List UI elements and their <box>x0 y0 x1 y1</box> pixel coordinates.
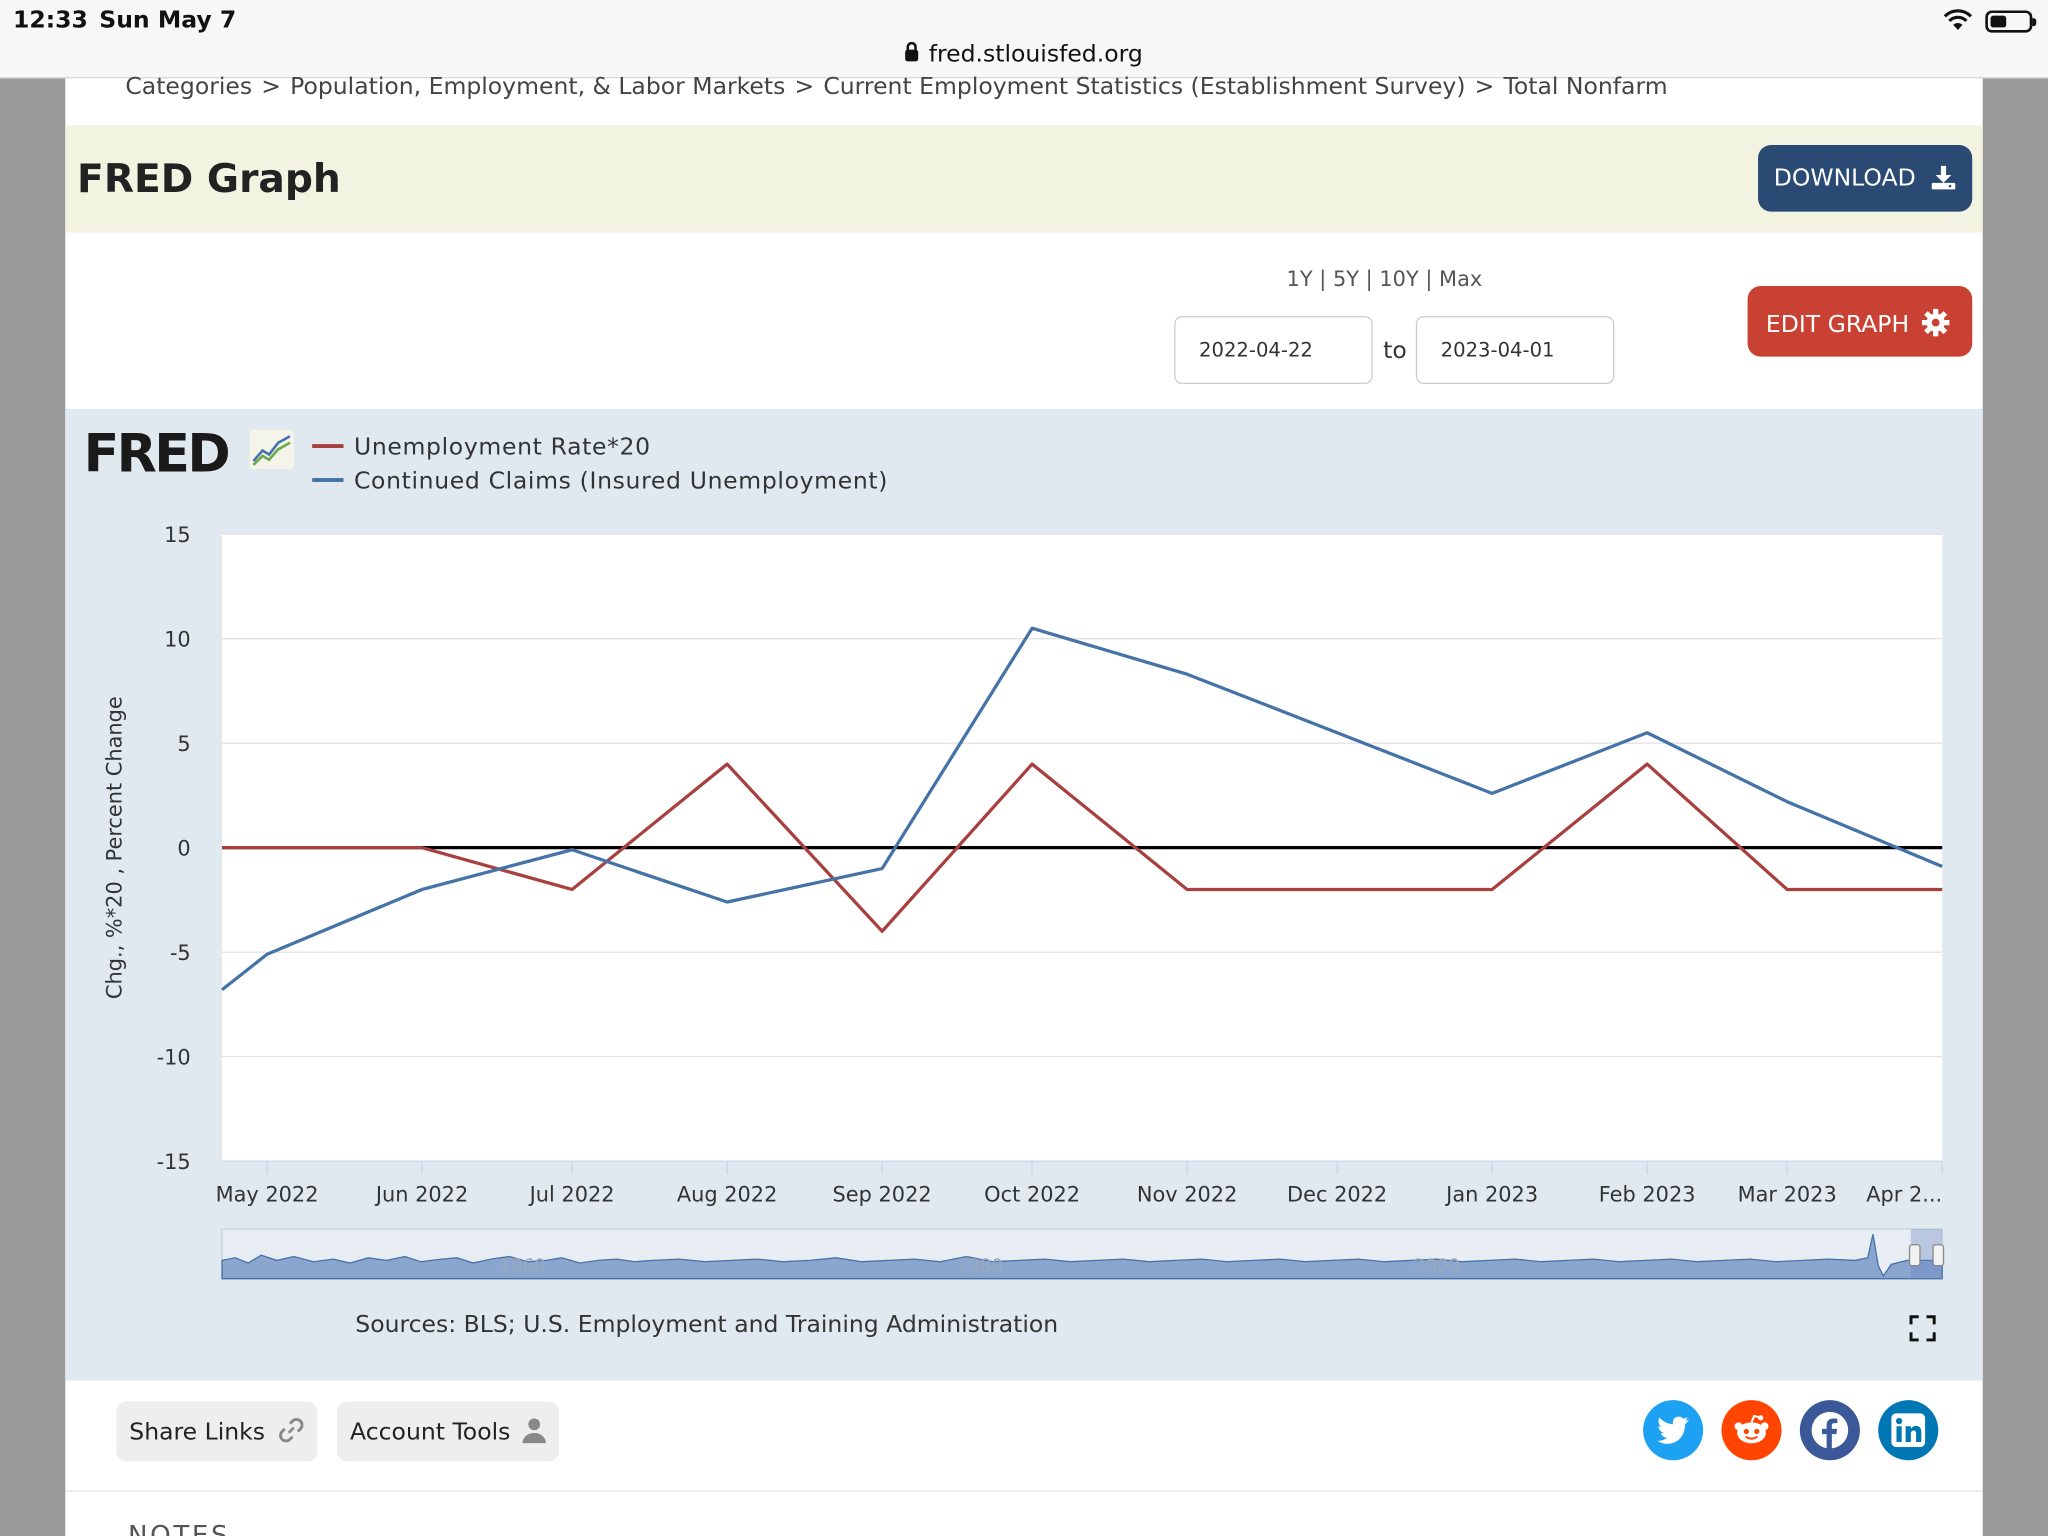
account-tools-button[interactable]: Account Tools <box>336 1401 560 1462</box>
x-tick-label: Nov 2022 <box>1137 1183 1238 1207</box>
range-10y[interactable]: 10Y <box>1379 266 1419 292</box>
line-chart: 15 10 5 0 -5 -10 -15 May 2022 Jun 2022 Jul 2022 A… <box>102 523 1945 1280</box>
range-5y[interactable]: 5Y <box>1332 266 1359 292</box>
start-date-input[interactable] <box>1174 316 1373 384</box>
fred-logo: FRED <box>83 424 231 485</box>
edit-graph-label: EDIT GRAPH <box>1765 310 1910 339</box>
download-label: DOWNLOAD <box>1773 164 1916 192</box>
breadcrumb-population[interactable]: Population, Employment, & Labor Markets <box>290 73 786 101</box>
legend-swatch-blue <box>312 478 344 482</box>
range-max[interactable]: Max <box>1439 266 1483 292</box>
y-axis-label: Chg., %*20 , Percent Change <box>102 696 126 999</box>
breadcrumb: Categories > Population, Employment, & Lab… <box>125 73 1676 100</box>
series-line-continued-claims[interactable] <box>221 626 1943 992</box>
series-line-unemployment-rate[interactable] <box>222 762 1943 933</box>
y-tick-label: 10 <box>164 628 191 652</box>
title-band <box>65 125 1983 233</box>
navigator-year-label: 1960 <box>499 1256 546 1277</box>
status-date: Sun May 7 <box>99 6 237 34</box>
range-separator: | <box>1365 266 1373 292</box>
edit-graph-button[interactable]: EDIT GRAPH <box>1747 286 1973 357</box>
range-navigator[interactable]: 1960 1980 2000 <box>221 1228 1945 1280</box>
share-links-button[interactable]: Share Links <box>116 1401 318 1462</box>
to-label: to <box>1383 336 1407 365</box>
address-bar[interactable]: fred.stlouisfed.org <box>0 40 2048 68</box>
page-title: FRED Graph <box>77 156 341 203</box>
y-tick-label: 0 <box>177 837 190 861</box>
reddit-share-button[interactable] <box>1721 1400 1782 1461</box>
x-tick-label: Jun 2022 <box>374 1183 468 1207</box>
x-tick-label: May 2022 <box>216 1183 319 1207</box>
section-divider <box>65 1490 1983 1492</box>
fullscreen-icon[interactable] <box>1909 1315 1936 1342</box>
breadcrumb-total-nonfarm[interactable]: Total Nonfarm <box>1503 73 1668 101</box>
range-selector: 1Y | 5Y | 10Y | Max <box>1287 266 1483 291</box>
x-tick-label: Apr 2... <box>1866 1183 1942 1207</box>
range-separator: | <box>1319 266 1327 292</box>
chart-panel: FRED Unemployment Rate*20 Continued Clai… <box>65 408 1983 1381</box>
chart-trend-icon <box>249 429 294 469</box>
x-tick-label: Aug 2022 <box>677 1183 778 1207</box>
reddit-icon <box>1734 1414 1769 1444</box>
linkedin-share-button[interactable] <box>1878 1400 1939 1461</box>
navigator-handle-right <box>1932 1244 1945 1267</box>
breadcrumb-separator: > <box>1474 73 1495 101</box>
notes-heading: NOTES <box>127 1519 231 1536</box>
y-tick-label: 15 <box>164 523 191 547</box>
battery-icon <box>1985 10 2037 33</box>
twitter-share-button[interactable] <box>1643 1400 1704 1461</box>
navigator-year-label: 1980 <box>956 1256 1002 1277</box>
y-tick-label: -10 <box>157 1045 191 1069</box>
y-tick-label: -15 <box>157 1150 191 1174</box>
breadcrumb-ces[interactable]: Current Employment Statistics (Establish… <box>823 73 1466 101</box>
legend-item-continued-claims[interactable]: Continued Claims (Insured Unemployment) <box>312 468 888 502</box>
share-links-label: Share Links <box>129 1418 266 1446</box>
y-tick-label: -5 <box>170 941 191 965</box>
download-button[interactable]: DOWNLOAD <box>1758 144 1973 212</box>
sources-text: Sources: BLS; U.S. Employment and Traini… <box>355 1311 1059 1339</box>
chart-legend: Unemployment Rate*20 Continued Claims (I… <box>312 434 888 502</box>
status-time: 12:33 <box>13 6 88 34</box>
range-1y[interactable]: 1Y <box>1286 266 1313 292</box>
url-text: fred.stlouisfed.org <box>928 40 1143 68</box>
linkedin-icon <box>1891 1413 1926 1448</box>
facebook-share-button[interactable] <box>1799 1400 1860 1461</box>
account-tools-label: Account Tools <box>350 1418 511 1446</box>
legend-swatch-red <box>312 444 344 448</box>
navigator-year-label: 2000 <box>1413 1256 1460 1277</box>
x-tick-label: Oct 2022 <box>984 1183 1080 1207</box>
breadcrumb-categories[interactable]: Categories <box>125 73 253 101</box>
legend-label: Continued Claims (Insured Unemployment) <box>353 467 889 496</box>
legend-item-unemployment[interactable]: Unemployment Rate*20 <box>312 434 888 468</box>
gear-icon <box>1922 308 1950 337</box>
legend-label: Unemployment Rate*20 <box>353 433 651 462</box>
link-icon <box>278 1418 303 1443</box>
facebook-icon <box>1811 1411 1849 1449</box>
user-icon <box>523 1418 547 1444</box>
browser-status-bar: 12:33 Sun May 7 fred.stlouisfed.org <box>0 0 2048 79</box>
x-tick-label: Jan 2023 <box>1444 1183 1538 1207</box>
lock-icon <box>905 41 919 62</box>
page-content: Categories > Population, Employment, & Lab… <box>65 73 1983 1536</box>
x-tick-label: Feb 2023 <box>1599 1183 1696 1207</box>
breadcrumb-separator: > <box>261 73 281 101</box>
x-tick-label: Sep 2022 <box>833 1183 932 1207</box>
end-date-input[interactable] <box>1415 316 1615 384</box>
twitter-icon <box>1657 1416 1689 1444</box>
navigator-handle-left <box>1908 1244 1921 1267</box>
x-tick-label: Jul 2022 <box>528 1183 615 1207</box>
download-icon <box>1932 165 1956 190</box>
wifi-icon <box>1943 9 1973 31</box>
breadcrumb-separator: > <box>794 73 815 101</box>
x-tick-label: Dec 2022 <box>1287 1183 1387 1207</box>
y-tick-label: 5 <box>177 732 190 756</box>
range-separator: | <box>1425 266 1433 292</box>
navigator-area <box>221 1234 1943 1280</box>
x-tick-label: Mar 2023 <box>1738 1183 1837 1207</box>
